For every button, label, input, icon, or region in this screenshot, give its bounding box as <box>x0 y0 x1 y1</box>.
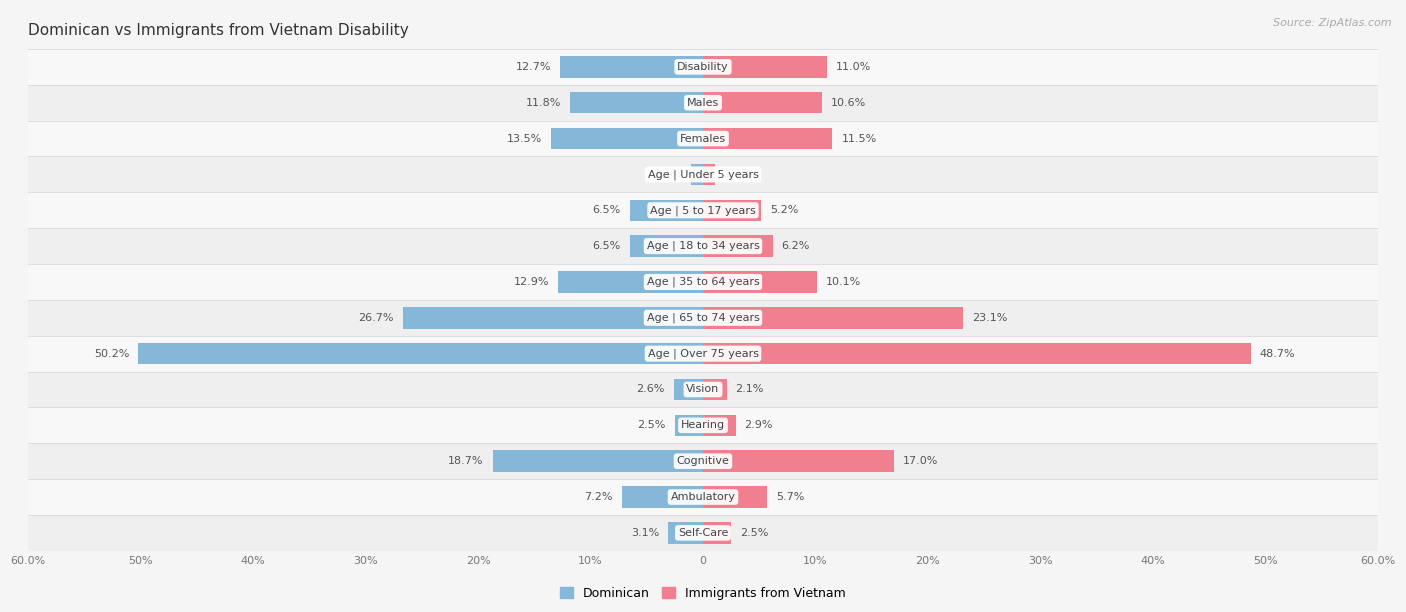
Bar <box>28 49 1378 85</box>
Text: Age | 5 to 17 years: Age | 5 to 17 years <box>650 205 756 215</box>
Bar <box>28 157 1378 192</box>
Text: 1.1%: 1.1% <box>724 170 752 179</box>
Text: 6.5%: 6.5% <box>593 205 621 215</box>
Text: 2.6%: 2.6% <box>637 384 665 395</box>
Bar <box>673 379 703 400</box>
Text: Ambulatory: Ambulatory <box>671 492 735 502</box>
Bar <box>28 443 1378 479</box>
Bar <box>560 56 703 78</box>
Bar <box>703 92 823 113</box>
Text: 7.2%: 7.2% <box>585 492 613 502</box>
Text: 2.5%: 2.5% <box>740 528 769 538</box>
Text: 2.5%: 2.5% <box>637 420 666 430</box>
Bar <box>630 236 703 257</box>
Bar <box>675 414 703 436</box>
Text: Dominican vs Immigrants from Vietnam Disability: Dominican vs Immigrants from Vietnam Dis… <box>28 23 409 38</box>
Bar <box>703 343 1251 364</box>
Text: 6.5%: 6.5% <box>593 241 621 251</box>
Bar <box>621 487 703 508</box>
Bar <box>703 236 773 257</box>
Bar <box>703 200 762 221</box>
Bar <box>630 200 703 221</box>
Text: 11.5%: 11.5% <box>841 133 876 144</box>
Bar <box>703 271 817 293</box>
Bar <box>571 92 703 113</box>
Bar <box>28 228 1378 264</box>
Bar <box>703 163 716 185</box>
Text: Vision: Vision <box>686 384 720 395</box>
Bar <box>28 371 1378 408</box>
Text: 26.7%: 26.7% <box>359 313 394 323</box>
Text: Source: ZipAtlas.com: Source: ZipAtlas.com <box>1274 18 1392 28</box>
Text: Females: Females <box>681 133 725 144</box>
Bar <box>703 487 768 508</box>
Bar <box>28 192 1378 228</box>
Bar <box>138 343 703 364</box>
Bar <box>28 300 1378 336</box>
Text: 10.6%: 10.6% <box>831 98 866 108</box>
Text: 10.1%: 10.1% <box>825 277 860 287</box>
Text: 18.7%: 18.7% <box>449 456 484 466</box>
Text: Age | 18 to 34 years: Age | 18 to 34 years <box>647 241 759 252</box>
Text: Disability: Disability <box>678 62 728 72</box>
Text: Age | 65 to 74 years: Age | 65 to 74 years <box>647 313 759 323</box>
Text: Males: Males <box>688 98 718 108</box>
Text: Hearing: Hearing <box>681 420 725 430</box>
Bar <box>558 271 703 293</box>
Bar <box>551 128 703 149</box>
Bar <box>703 414 735 436</box>
Legend: Dominican, Immigrants from Vietnam: Dominican, Immigrants from Vietnam <box>555 582 851 605</box>
Text: Self-Care: Self-Care <box>678 528 728 538</box>
Text: Age | 35 to 64 years: Age | 35 to 64 years <box>647 277 759 287</box>
Text: 23.1%: 23.1% <box>972 313 1007 323</box>
Text: 1.1%: 1.1% <box>654 170 682 179</box>
Text: 3.1%: 3.1% <box>631 528 659 538</box>
Bar <box>28 479 1378 515</box>
Text: 11.8%: 11.8% <box>526 98 561 108</box>
Bar <box>28 264 1378 300</box>
Bar <box>703 379 727 400</box>
Text: 50.2%: 50.2% <box>94 349 129 359</box>
Bar <box>28 121 1378 157</box>
Text: Cognitive: Cognitive <box>676 456 730 466</box>
Text: 17.0%: 17.0% <box>903 456 939 466</box>
Bar <box>703 56 827 78</box>
Bar <box>703 522 731 543</box>
Text: 12.7%: 12.7% <box>516 62 551 72</box>
Text: 13.5%: 13.5% <box>508 133 543 144</box>
Bar <box>703 307 963 329</box>
Bar <box>402 307 703 329</box>
Bar <box>703 128 832 149</box>
Text: Age | Under 5 years: Age | Under 5 years <box>648 169 758 180</box>
Text: 11.0%: 11.0% <box>835 62 870 72</box>
Text: 2.1%: 2.1% <box>735 384 763 395</box>
Text: 2.9%: 2.9% <box>745 420 773 430</box>
Bar <box>28 85 1378 121</box>
Text: 12.9%: 12.9% <box>513 277 548 287</box>
Text: 6.2%: 6.2% <box>782 241 810 251</box>
Bar <box>703 450 894 472</box>
Text: 5.7%: 5.7% <box>776 492 804 502</box>
Bar <box>668 522 703 543</box>
Bar <box>690 163 703 185</box>
Text: 48.7%: 48.7% <box>1260 349 1295 359</box>
Bar <box>28 336 1378 371</box>
Text: Age | Over 75 years: Age | Over 75 years <box>648 348 758 359</box>
Bar <box>28 408 1378 443</box>
Text: 5.2%: 5.2% <box>770 205 799 215</box>
Bar <box>492 450 703 472</box>
Bar <box>28 515 1378 551</box>
